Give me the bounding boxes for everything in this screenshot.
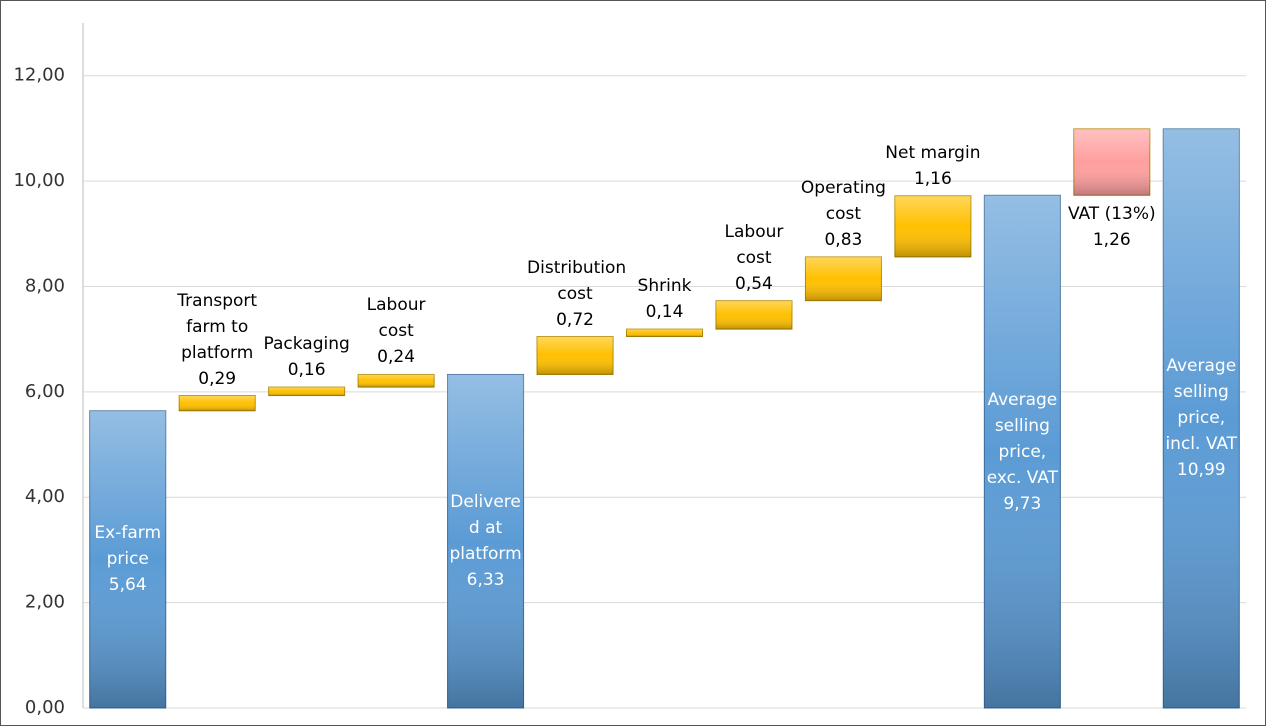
value-label: 0,54 (735, 273, 773, 294)
bar-shade (715, 300, 792, 330)
bar-shade (447, 374, 524, 708)
bar-label: Delivered at platform 6,33 (448, 489, 524, 593)
category-label: Ex-farm price (94, 523, 162, 570)
value-label: 6,33 (466, 570, 505, 591)
value-label: 0,24 (377, 347, 416, 368)
bar-label: Shrink 0,14 (617, 273, 713, 325)
y-tick-label: 12,00 (13, 65, 65, 86)
value-label: 0,29 (198, 368, 237, 389)
bar-label: Labour cost 0,54 (706, 219, 802, 297)
category-label: Labour cost (366, 295, 426, 342)
category-label: Packaging (263, 334, 350, 355)
bar-shade (894, 195, 971, 257)
bar-shade (268, 387, 345, 396)
value-label: 0,83 (824, 229, 863, 250)
category-label: Shrink (637, 276, 692, 297)
value-label: 1,16 (913, 168, 952, 189)
category-label: Average selling price, exc. VAT (986, 389, 1058, 488)
category-label: Delivered at platform (449, 492, 522, 565)
value-label: 0,16 (287, 360, 326, 381)
bar-shade (626, 329, 703, 337)
y-tick-label: 0,00 (25, 697, 65, 718)
value-label: 9,73 (1003, 493, 1042, 514)
bar-shade (805, 256, 882, 301)
bar-label: Operating cost 0,83 (795, 175, 891, 253)
bar-label: Packaging 0,16 (259, 331, 355, 383)
bar-label: Labour cost 0,24 (348, 292, 444, 370)
bar-label: Net margin 1,16 (885, 140, 981, 192)
bar-shade (984, 195, 1061, 709)
bar-shade (537, 336, 614, 375)
category-label: Transport farm to platform (177, 290, 258, 363)
category-label: Labour cost (724, 221, 784, 268)
value-label: 10,99 (1176, 460, 1226, 481)
y-tick-label: 4,00 (25, 486, 65, 507)
bar-shade (89, 410, 166, 708)
y-tick-label: 6,00 (25, 381, 65, 402)
category-label: Operating cost (800, 177, 886, 224)
bar-label: Average selling price, exc. VAT 9,73 (984, 387, 1060, 517)
bar-shade (1073, 128, 1150, 196)
category-label: Distribution cost (527, 257, 627, 304)
value-label: 5,64 (108, 575, 147, 596)
y-tick-label: 2,00 (25, 592, 65, 613)
value-label: 1,26 (1092, 230, 1131, 251)
bar-label: VAT (13%) 1,26 (1067, 201, 1157, 253)
value-label: 0,72 (556, 309, 594, 330)
bar-shade (1163, 128, 1240, 709)
bar-label: Distribution cost 0,72 (527, 255, 627, 333)
bar-shade (179, 395, 256, 411)
y-tick-label: 10,00 (13, 170, 65, 191)
value-label: 0,14 (645, 302, 684, 323)
bar-shade (358, 374, 435, 388)
category-label: Net margin (885, 142, 981, 163)
category-label: Average selling price, incl. VAT (1165, 356, 1238, 455)
bar-label: Average selling price, incl. VAT 10,99 (1163, 353, 1239, 483)
bar-label: Ex-farm price 5,64 (90, 520, 166, 598)
category-label: VAT (13%) (1067, 204, 1156, 225)
bar-label: Transport farm to platform 0,29 (169, 288, 265, 392)
y-tick-label: 8,00 (25, 275, 65, 296)
